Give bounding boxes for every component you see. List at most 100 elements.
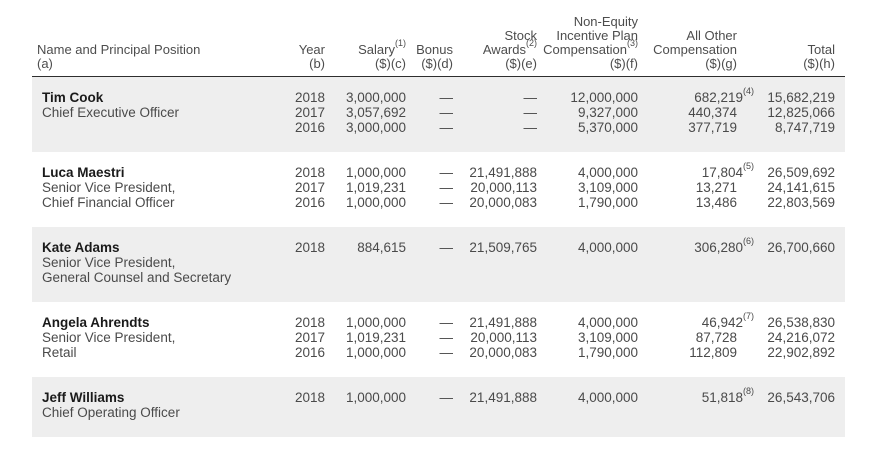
cell-salary: 1,019,231 xyxy=(325,180,406,195)
executive-title: Senior Vice President, xyxy=(42,330,247,345)
executive-title: Chief Executive Officer xyxy=(42,105,247,120)
cell-bonus: — xyxy=(406,195,453,227)
all-other-value: 17,804 xyxy=(702,165,743,180)
header-line: Non-Equity xyxy=(537,15,638,29)
cell-bonus: — xyxy=(406,180,453,195)
cell-year: 2017 xyxy=(247,180,325,195)
executive-title: Retail xyxy=(42,345,247,360)
cell-stock-awards: — xyxy=(453,105,537,120)
col-header-stock-awards: Stock Awards(2) ($)(e) xyxy=(453,15,537,77)
all-other-value: 46,942 xyxy=(702,315,743,330)
cell-year: 2018 xyxy=(247,77,325,106)
header-line: Compensation(3) xyxy=(537,43,638,57)
cell-all-other: 377,719 xyxy=(638,120,737,152)
cell-salary: 1,019,231 xyxy=(325,330,406,345)
cell-non-equity-incentive: 4,000,000 xyxy=(537,227,638,302)
header-line: ($)(h) xyxy=(737,57,835,71)
cell-non-equity-incentive: 4,000,000 xyxy=(537,377,638,437)
col-header-name: Name and Principal Position (a) xyxy=(32,15,247,77)
cell-stock-awards: 21,509,765 xyxy=(453,227,537,302)
cell-bonus: — xyxy=(406,120,453,152)
table-header: Name and Principal Position (a) Year (b)… xyxy=(32,15,845,77)
executive-block-tim-cook: Tim Cook Chief Executive Officer 2018 3,… xyxy=(32,77,845,153)
cell-non-equity-incentive: 3,109,000 xyxy=(537,180,638,195)
col-header-all-other-compensation: All Other Compensation ($)(g) xyxy=(638,15,737,77)
cell-stock-awards: — xyxy=(453,77,537,106)
executive-title: General Counsel and Secretary xyxy=(42,270,247,285)
header-text: Awards xyxy=(483,42,526,57)
col-header-salary: Salary(1) ($)(c) xyxy=(325,15,406,77)
header-line: Compensation xyxy=(638,43,737,57)
cell-bonus: — xyxy=(406,377,453,437)
footnote-marker: (2) xyxy=(526,38,537,48)
all-other-value: 682,219 xyxy=(694,90,743,105)
cell-year: 2018 xyxy=(247,227,325,302)
cell-all-other: 87,728 xyxy=(638,330,737,345)
cell-salary: 1,000,000 xyxy=(325,377,406,437)
cell-total: 24,141,615 xyxy=(737,180,845,195)
cell-salary: 1,000,000 xyxy=(325,152,406,180)
executive-block-luca-maestri: Luca Maestri Senior Vice President, Chie… xyxy=(32,152,845,227)
footnote-marker: (7) xyxy=(743,311,754,321)
cell-name: Angela Ahrendts Senior Vice President, R… xyxy=(32,302,247,377)
executive-title: Chief Operating Officer xyxy=(42,405,247,420)
cell-all-other: 13,271 xyxy=(638,180,737,195)
header-line: Name and Principal Position xyxy=(37,43,247,57)
cell-all-other: 17,804(5) xyxy=(638,152,737,180)
cell-all-other: 306,280(6) xyxy=(638,227,737,302)
cell-non-equity-incentive: 4,000,000 xyxy=(537,152,638,180)
cell-salary: 1,000,000 xyxy=(325,195,406,227)
cell-salary: 884,615 xyxy=(325,227,406,302)
executive-block-jeff-williams: Jeff Williams Chief Operating Officer 20… xyxy=(32,377,845,437)
table-row: Jeff Williams Chief Operating Officer 20… xyxy=(32,377,845,437)
header-line: Bonus xyxy=(406,43,453,57)
cell-year: 2016 xyxy=(247,345,325,377)
executive-title: Senior Vice President, xyxy=(42,180,247,195)
header-line: Year xyxy=(247,43,325,57)
summary-compensation-table: Name and Principal Position (a) Year (b)… xyxy=(32,15,845,437)
header-line: ($)(d) xyxy=(406,57,453,71)
cell-name: Luca Maestri Senior Vice President, Chie… xyxy=(32,152,247,227)
table-row: Angela Ahrendts Senior Vice President, R… xyxy=(32,302,845,330)
header-text: Salary xyxy=(358,42,395,57)
cell-year: 2016 xyxy=(247,195,325,227)
cell-year: 2017 xyxy=(247,105,325,120)
cell-stock-awards: 21,491,888 xyxy=(453,152,537,180)
cell-stock-awards: 21,491,888 xyxy=(453,377,537,437)
cell-salary: 3,000,000 xyxy=(325,120,406,152)
cell-name: Tim Cook Chief Executive Officer xyxy=(32,77,247,153)
header-line: (a) xyxy=(37,57,247,71)
header-row: Name and Principal Position (a) Year (b)… xyxy=(32,15,845,77)
cell-non-equity-incentive: 9,327,000 xyxy=(537,105,638,120)
executive-title: Senior Vice President, xyxy=(42,255,247,270)
cell-non-equity-incentive: 3,109,000 xyxy=(537,330,638,345)
cell-stock-awards: 20,000,113 xyxy=(453,180,537,195)
cell-non-equity-incentive: 4,000,000 xyxy=(537,302,638,330)
table-row: Luca Maestri Senior Vice President, Chie… xyxy=(32,152,845,180)
cell-all-other: 682,219(4) xyxy=(638,77,737,106)
executive-block-kate-adams: Kate Adams Senior Vice President, Genera… xyxy=(32,227,845,302)
table-row: Tim Cook Chief Executive Officer 2018 3,… xyxy=(32,77,845,106)
header-line: (b) xyxy=(247,57,325,71)
cell-bonus: — xyxy=(406,227,453,302)
cell-salary: 1,000,000 xyxy=(325,302,406,330)
cell-all-other: 13,486 xyxy=(638,195,737,227)
cell-non-equity-incentive: 1,790,000 xyxy=(537,345,638,377)
header-line: ($)(g) xyxy=(638,57,737,71)
cell-bonus: — xyxy=(406,330,453,345)
header-line: All Other xyxy=(638,29,737,43)
cell-total: 8,747,719 xyxy=(737,120,845,152)
cell-bonus: — xyxy=(406,345,453,377)
cell-all-other: 112,809 xyxy=(638,345,737,377)
cell-year: 2016 xyxy=(247,120,325,152)
header-line: Stock xyxy=(453,29,537,43)
header-line: Total xyxy=(737,43,835,57)
cell-bonus: — xyxy=(406,152,453,180)
cell-non-equity-incentive: 1,790,000 xyxy=(537,195,638,227)
cell-year: 2018 xyxy=(247,377,325,437)
cell-name: Jeff Williams Chief Operating Officer xyxy=(32,377,247,437)
executive-title: Chief Financial Officer xyxy=(42,195,247,210)
cell-salary: 3,000,000 xyxy=(325,77,406,106)
footnote-marker: (4) xyxy=(743,86,754,96)
col-header-total: Total ($)(h) xyxy=(737,15,845,77)
